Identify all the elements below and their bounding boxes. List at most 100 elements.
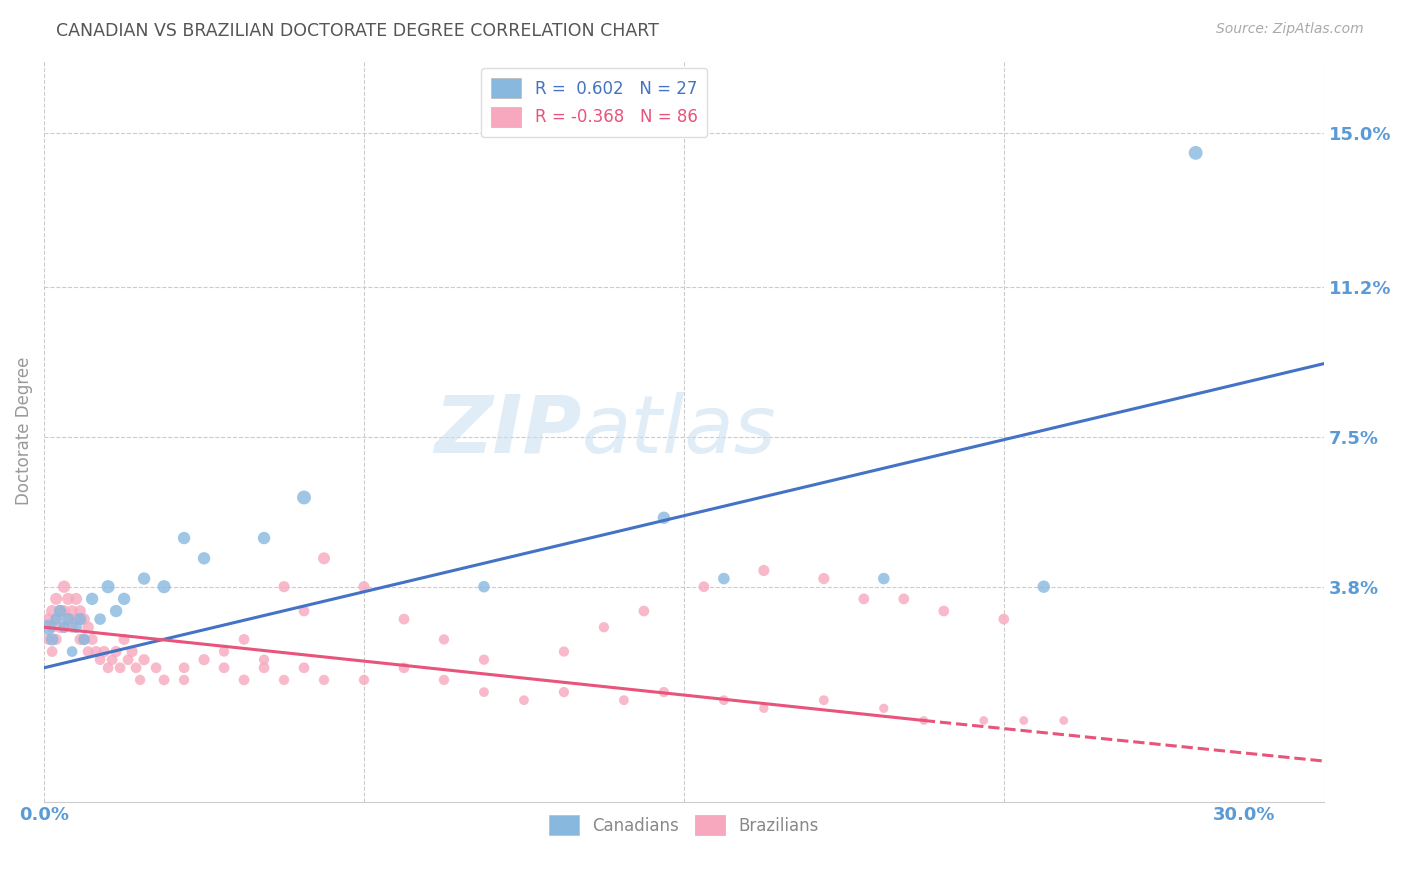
Point [1012, 714, 1035, 728]
Point [69, 604, 91, 618]
Point [53, 620, 76, 634]
Point [292, 491, 315, 505]
Text: atlas: atlas [582, 392, 776, 469]
Point [112, 632, 135, 647]
Y-axis label: Doctorate Degree: Doctorate Degree [15, 357, 32, 505]
Point [433, 632, 456, 647]
Point [41, 644, 63, 658]
Point [129, 673, 152, 687]
Point [132, 572, 155, 586]
Point [193, 653, 215, 667]
Point [105, 604, 128, 618]
Point [60, 644, 83, 658]
Point [173, 531, 195, 545]
Point [713, 693, 735, 707]
Point [993, 612, 1015, 626]
Point [472, 653, 495, 667]
Point [292, 661, 315, 675]
Point [353, 673, 375, 687]
Point [153, 673, 176, 687]
Point [37, 612, 59, 626]
Point [97, 580, 120, 594]
Point [813, 693, 835, 707]
Point [56, 612, 79, 626]
Point [108, 661, 131, 675]
Point [1053, 714, 1076, 728]
Point [433, 673, 456, 687]
Point [121, 644, 143, 658]
Point [1032, 580, 1054, 594]
Point [49, 604, 72, 618]
Point [553, 644, 575, 658]
Point [77, 620, 100, 634]
Point [37, 620, 59, 634]
Point [173, 661, 195, 675]
Point [312, 673, 335, 687]
Point [212, 644, 235, 658]
Text: Source: ZipAtlas.com: Source: ZipAtlas.com [1216, 22, 1364, 37]
Point [69, 612, 91, 626]
Point [49, 620, 72, 634]
Point [652, 685, 675, 699]
Point [472, 580, 495, 594]
Point [613, 693, 636, 707]
Point [101, 653, 124, 667]
Point [53, 620, 76, 634]
Point [873, 572, 896, 586]
Point [97, 661, 120, 675]
Point [472, 685, 495, 699]
Point [713, 572, 735, 586]
Point [56, 591, 79, 606]
Point [153, 580, 176, 594]
Point [112, 591, 135, 606]
Point [233, 632, 256, 647]
Point [392, 661, 415, 675]
Point [752, 701, 775, 715]
Point [53, 580, 76, 594]
Point [233, 673, 256, 687]
Point [41, 620, 63, 634]
Point [89, 653, 111, 667]
Point [173, 673, 195, 687]
Point [273, 673, 295, 687]
Point [253, 661, 276, 675]
Point [65, 612, 87, 626]
Point [633, 604, 655, 618]
Point [45, 632, 67, 647]
Point [292, 604, 315, 618]
Point [45, 591, 67, 606]
Point [193, 551, 215, 566]
Text: ZIP: ZIP [434, 392, 582, 469]
Point [125, 661, 148, 675]
Point [852, 591, 875, 606]
Point [253, 531, 276, 545]
Point [56, 612, 79, 626]
Point [973, 714, 995, 728]
Point [93, 644, 115, 658]
Point [53, 604, 76, 618]
Legend: Canadians, Brazilians: Canadians, Brazilians [538, 805, 830, 846]
Point [873, 701, 896, 715]
Point [60, 620, 83, 634]
Point [82, 632, 104, 647]
Point [932, 604, 955, 618]
Point [73, 632, 96, 647]
Point [912, 714, 935, 728]
Point [41, 632, 63, 647]
Point [65, 591, 87, 606]
Point [253, 653, 276, 667]
Point [73, 612, 96, 626]
Point [752, 564, 775, 578]
Point [212, 661, 235, 675]
Point [553, 685, 575, 699]
Point [693, 580, 716, 594]
Point [45, 612, 67, 626]
Point [893, 591, 915, 606]
Point [312, 551, 335, 566]
Point [392, 612, 415, 626]
Point [77, 644, 100, 658]
Point [145, 661, 167, 675]
Point [1184, 145, 1206, 160]
Point [132, 653, 155, 667]
Point [273, 580, 295, 594]
